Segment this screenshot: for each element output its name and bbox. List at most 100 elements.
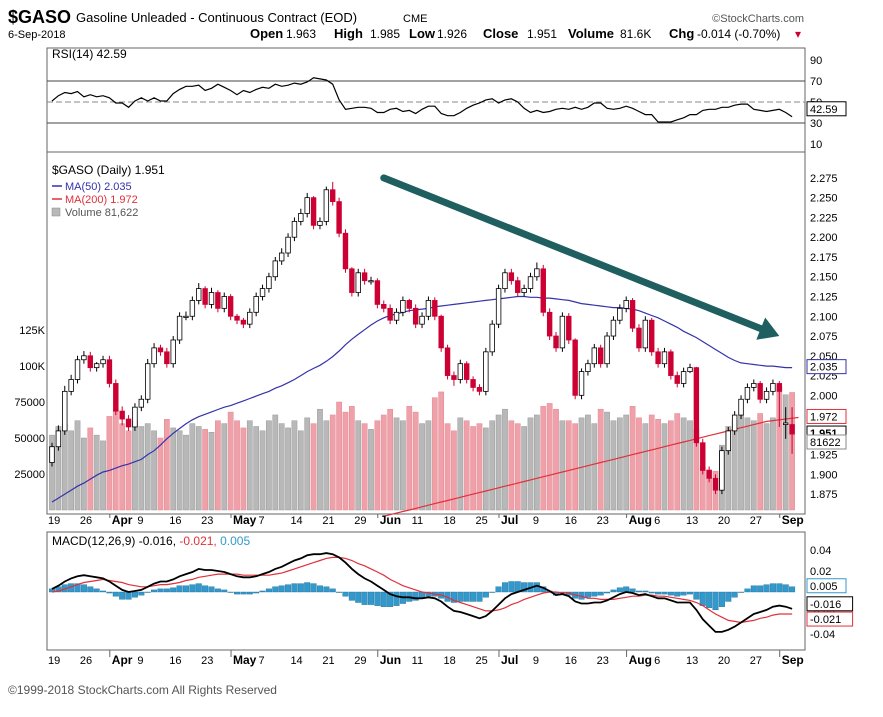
volume-bar — [68, 430, 74, 511]
price-tick-label: 2.000 — [810, 390, 838, 402]
candle-body — [425, 300, 432, 317]
volume-bar — [368, 429, 374, 511]
candle-body — [81, 355, 87, 361]
candle-body — [489, 323, 495, 353]
candle-body — [610, 319, 617, 337]
quote-date: 6-Sep-2018 — [8, 29, 66, 41]
candle — [74, 355, 81, 384]
candle — [572, 338, 578, 400]
ma50-line — [51, 295, 793, 503]
candle-body — [374, 280, 381, 305]
candle-body — [355, 272, 361, 293]
macd-histogram-bar — [706, 591, 713, 608]
candle — [393, 308, 400, 325]
volume-bar — [355, 420, 362, 511]
candle — [387, 304, 393, 325]
candle — [221, 292, 227, 313]
candle-body — [572, 339, 578, 396]
candle — [789, 407, 795, 454]
rsi-value-tag-box — [806, 101, 847, 117]
macd-histogram-bar — [450, 591, 457, 603]
candle-body — [712, 477, 719, 491]
price-panel: 125K 100K 75000 50000 25000 2.275 2.250 2.225 2.… — [14, 162, 847, 517]
quote-value-5: -0.014 (-0.70%) — [697, 27, 780, 41]
price-tick-label: 1.925 — [810, 450, 838, 462]
volume-legend: Volume 81,622 — [65, 207, 138, 219]
macd-histogram-bar — [310, 583, 317, 593]
candle — [355, 268, 361, 297]
candle — [164, 347, 170, 368]
volume-bar — [451, 430, 457, 511]
macd-histogram-bar — [157, 588, 164, 593]
volume-value-tag-box — [806, 434, 847, 450]
macd-histogram-bar — [316, 585, 323, 593]
candle-body — [623, 300, 629, 309]
candle — [215, 290, 221, 313]
candle — [253, 292, 259, 317]
candle — [642, 316, 649, 352]
candle-body — [406, 300, 412, 309]
macd-histogram-bar — [214, 588, 221, 593]
x-axis-label: 7 — [259, 515, 265, 527]
macd-histogram-bar — [744, 588, 751, 593]
volume-bar — [540, 406, 547, 511]
macd-histogram-bar — [782, 584, 789, 593]
volume-bar — [565, 420, 572, 511]
volume-bar — [655, 419, 661, 511]
candle-body — [521, 288, 527, 293]
macd-histogram-bar — [259, 590, 266, 593]
candle-body — [208, 292, 215, 305]
macd-histogram-bar — [297, 583, 304, 593]
candle — [527, 272, 534, 293]
macd-histogram-bar — [393, 591, 400, 606]
macd-value-tag-box — [806, 596, 854, 612]
macd-histogram-bar — [597, 591, 604, 596]
candle — [240, 317, 247, 329]
macd-histogram-bar — [234, 591, 241, 595]
volume-bar — [189, 423, 196, 511]
macd-hist-tag: 0.005 — [810, 581, 838, 593]
candle-body — [731, 414, 738, 432]
volume-bar — [546, 403, 553, 511]
candle-body — [432, 300, 438, 317]
volume-bar — [425, 420, 432, 511]
candle-body — [68, 379, 74, 392]
candle — [93, 362, 100, 372]
candle — [208, 287, 215, 309]
rsi-tick-label: 30 — [810, 118, 822, 130]
volume-bar — [502, 408, 508, 511]
macd-histogram-bar — [272, 586, 279, 593]
price-tick-label: 2.075 — [810, 331, 838, 343]
macd-histogram-bar — [355, 591, 362, 603]
price-legend-title: $GASO (Daily) 1.951 — [52, 163, 165, 177]
macd-histogram-bar — [291, 583, 298, 593]
candle — [374, 278, 381, 309]
candle — [68, 374, 74, 396]
candle — [712, 474, 719, 495]
x-axis-label: 19 — [48, 515, 60, 527]
candle-body — [751, 383, 757, 388]
macd-tick-label: 0.02 — [810, 566, 831, 578]
candle-body — [412, 307, 419, 325]
candle-body — [87, 355, 93, 369]
candle-body — [649, 319, 655, 353]
candle-body — [457, 363, 464, 380]
volume-bar — [412, 411, 419, 511]
candle — [451, 371, 457, 386]
macd-histogram-bar — [106, 591, 113, 594]
x-axis-label: Jul — [501, 513, 518, 527]
candle — [183, 311, 189, 321]
candle — [438, 314, 444, 352]
candle-body — [597, 347, 604, 365]
quote-value-4: 81.6K — [620, 27, 651, 41]
candle — [591, 343, 597, 368]
candle-body — [725, 430, 731, 452]
macd-histogram-bar — [616, 587, 623, 593]
candle — [113, 379, 119, 416]
x-axis-label: Jun — [380, 653, 401, 667]
candle — [457, 359, 464, 384]
price-tick-label: 2.150 — [810, 272, 838, 284]
macd-histogram-bar — [182, 585, 189, 593]
macd-line — [51, 552, 793, 633]
candle — [349, 267, 355, 297]
